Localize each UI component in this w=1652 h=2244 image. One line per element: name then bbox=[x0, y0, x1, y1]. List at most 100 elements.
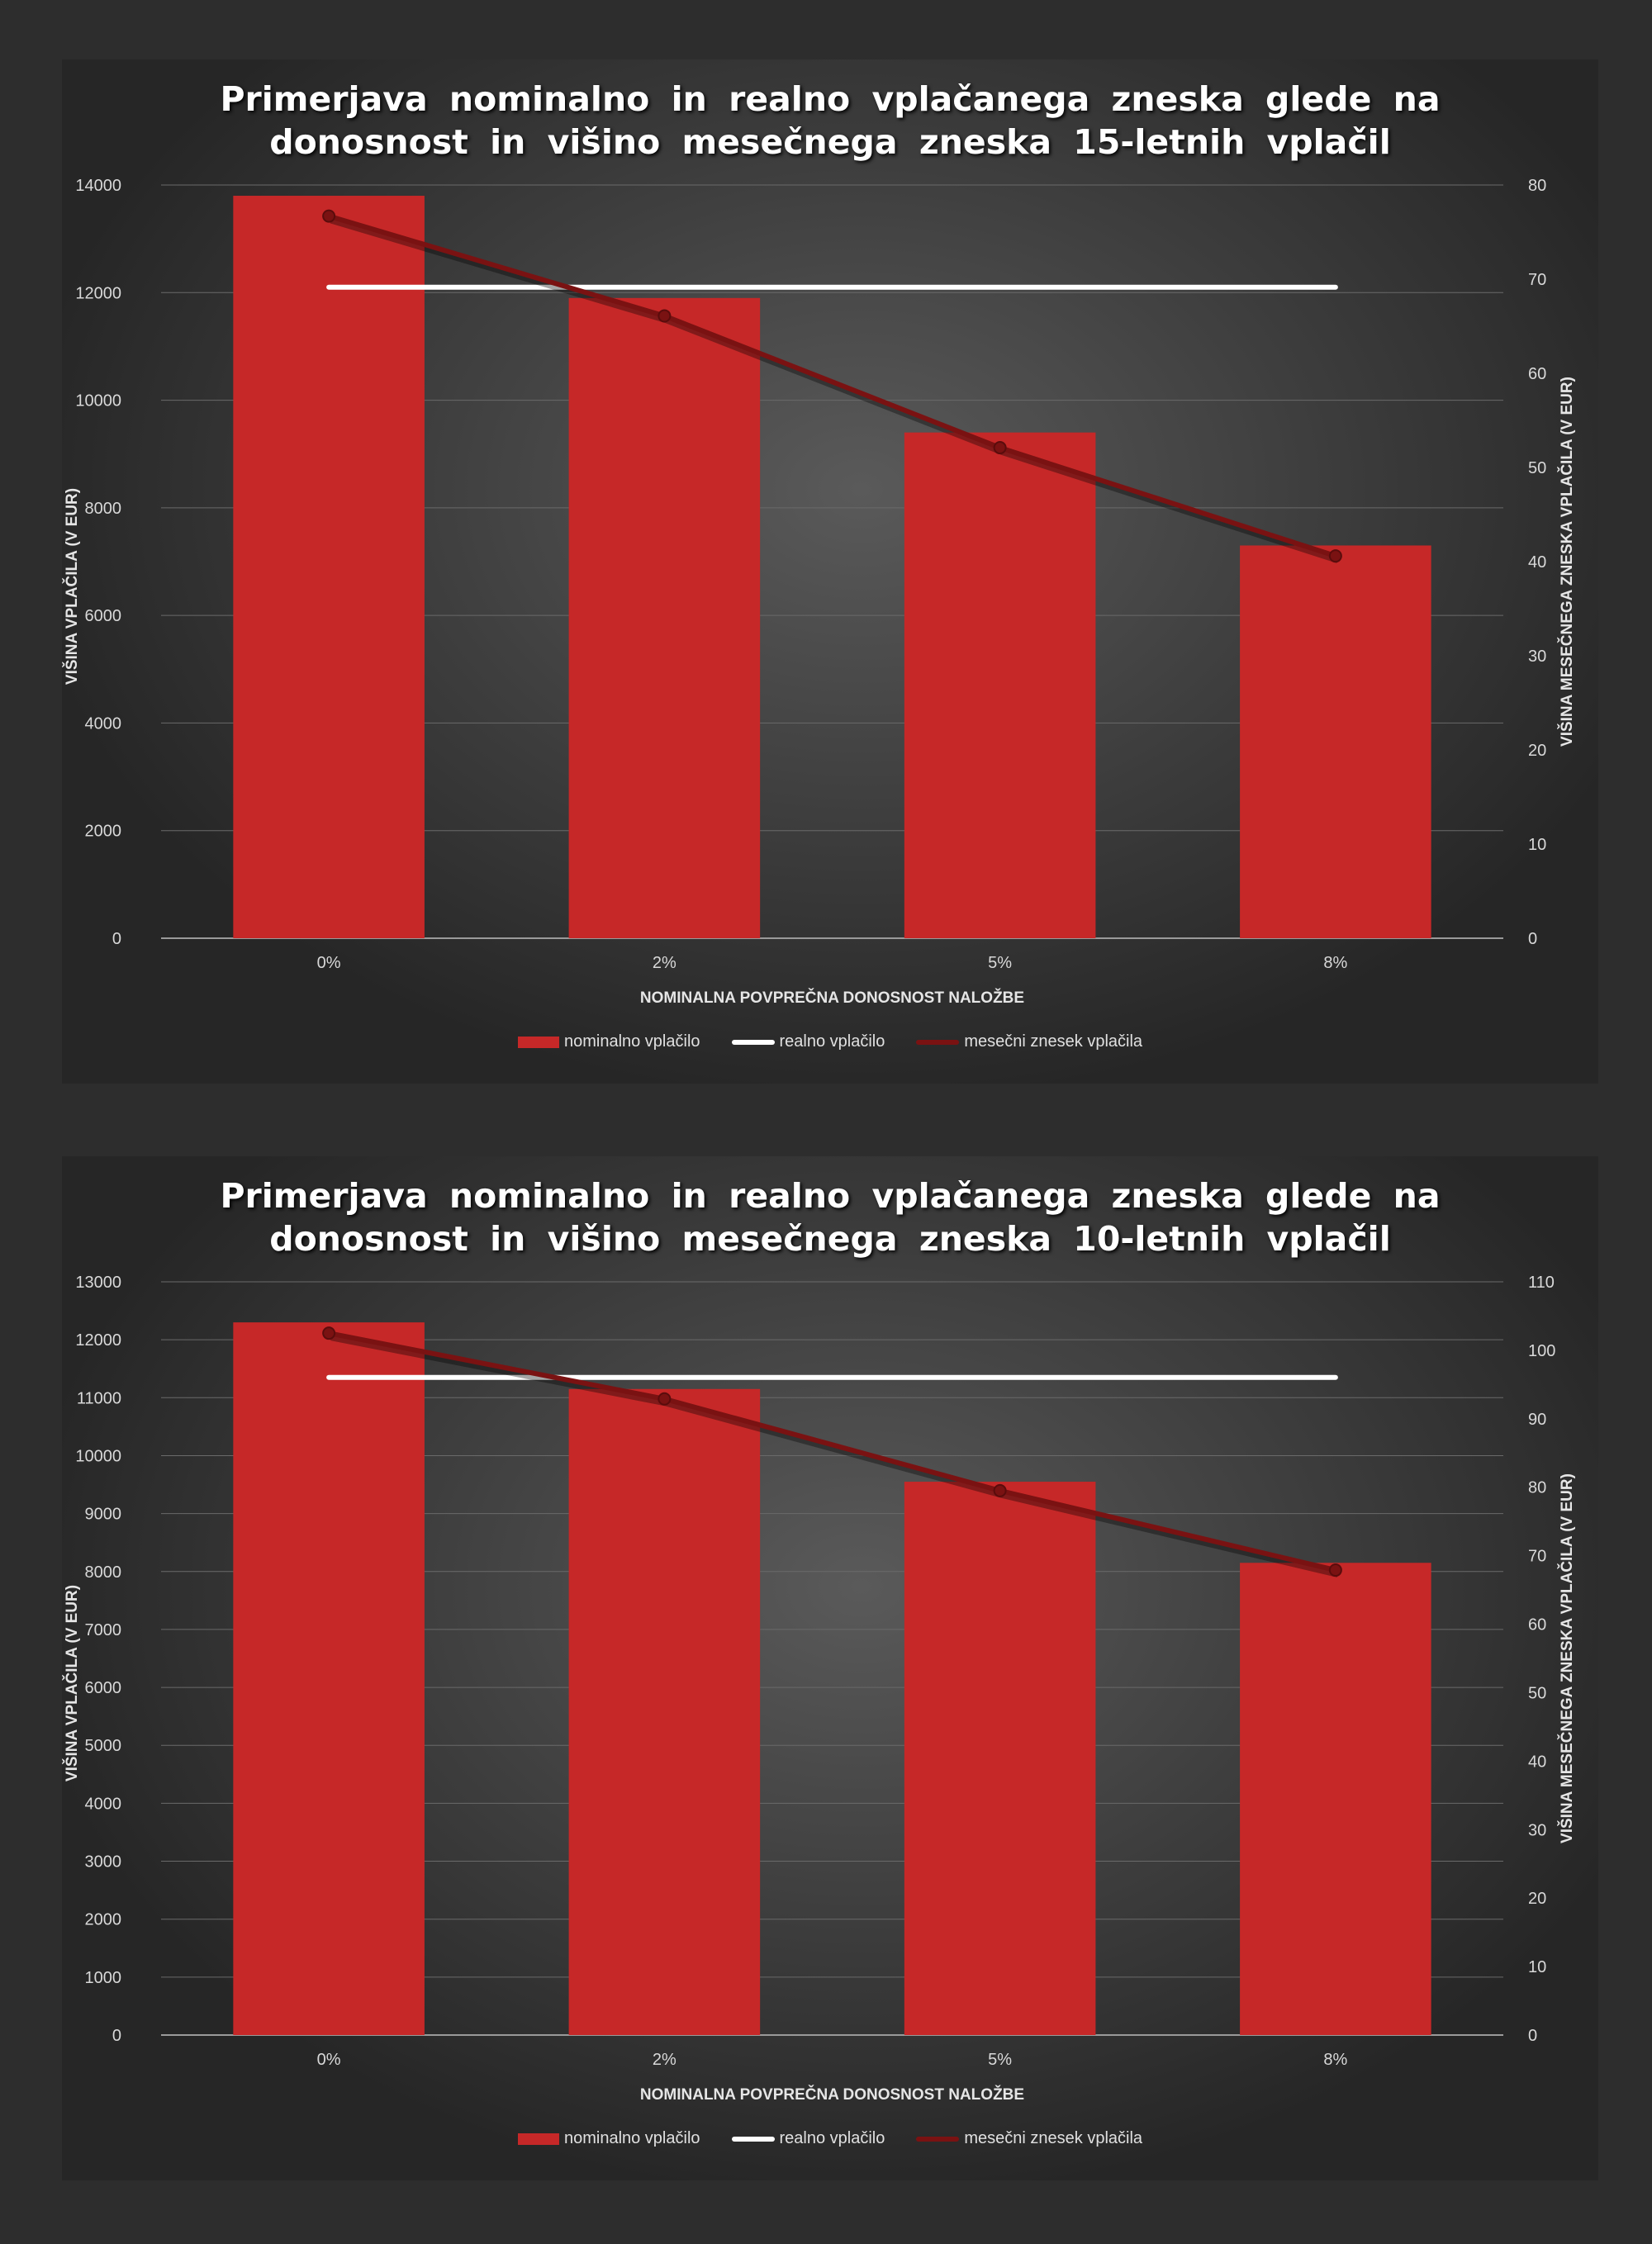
y2-tick-label: 10 bbox=[1528, 836, 1546, 854]
marker-monthly-amount bbox=[657, 1392, 672, 1406]
y-tick-label: 14000 bbox=[75, 177, 121, 195]
legend-swatch-real bbox=[731, 2136, 775, 2142]
chart-title-line-2: donosnost in višino mesečnega zneska 10-… bbox=[269, 1219, 1391, 1259]
chart-title: Primerjava nominalno in realno vplačaneg… bbox=[62, 1174, 1598, 1260]
y-tick-label: 10000 bbox=[75, 1447, 121, 1465]
line-monthly-amount bbox=[328, 1331, 1336, 1573]
x-axis-title: NOMINALNA POVPREČNA DONOSNOST NALOŽBE bbox=[640, 2085, 1024, 2104]
y2-tick-label: 80 bbox=[1528, 1479, 1546, 1497]
y-tick-label: 1000 bbox=[85, 1969, 122, 1987]
bar-nominal bbox=[904, 432, 1096, 938]
bar-nominal bbox=[568, 1388, 761, 2035]
y-tick-label: 13000 bbox=[75, 1274, 121, 1292]
y-tick-label: 4000 bbox=[85, 1795, 122, 1813]
marker-monthly-amount bbox=[322, 209, 336, 223]
legend-item-nominal: nominalno vplačilo bbox=[517, 2129, 700, 2148]
marker-monthly-amount bbox=[322, 1326, 336, 1340]
marker-monthly-amount bbox=[993, 441, 1007, 455]
chart-title-line-2: donosnost in višino mesečnega zneska 15-… bbox=[269, 122, 1391, 162]
chart-title-line-1: Primerjava nominalno in realno vplačaneg… bbox=[220, 79, 1441, 119]
y2-tick-label: 0 bbox=[1528, 930, 1537, 948]
y2-tick-label: 80 bbox=[1528, 177, 1546, 195]
y2-tick-label: 70 bbox=[1528, 1548, 1546, 1566]
marker-monthly-amount bbox=[993, 1483, 1007, 1497]
x-tick-label: 8% bbox=[1323, 954, 1347, 972]
bar-nominal bbox=[568, 297, 761, 938]
y2-tick-label: 0 bbox=[1528, 2027, 1537, 2045]
x-tick-label: 8% bbox=[1323, 2051, 1347, 2069]
legend-item-monthly: mesečni znesek vplačila bbox=[916, 2129, 1142, 2148]
y-tick-label: 7000 bbox=[85, 1621, 122, 1639]
x-tick-label: 0% bbox=[317, 2051, 341, 2069]
y-tick-label: 5000 bbox=[85, 1737, 122, 1755]
legend-item-real: realno vplačilo bbox=[731, 1032, 885, 1051]
legend-item-real: realno vplačilo bbox=[731, 2129, 885, 2148]
y-tick-label: 12000 bbox=[75, 1331, 121, 1350]
y-axis-title: VIŠINA VPLAČILA (V EUR) bbox=[63, 1585, 81, 1781]
bar-nominal bbox=[233, 1322, 425, 2035]
y-tick-label: 10000 bbox=[75, 392, 121, 410]
y-tick-label: 0 bbox=[112, 2027, 121, 2045]
line-shadow bbox=[330, 1332, 1340, 1577]
chart-title: Primerjava nominalno in realno vplačaneg… bbox=[62, 78, 1598, 164]
marker-monthly-amount bbox=[1328, 549, 1342, 563]
y-tick-label: 6000 bbox=[85, 1679, 122, 1697]
y-tick-label: 12000 bbox=[75, 284, 121, 302]
y2-tick-label: 60 bbox=[1528, 365, 1546, 383]
y2-tick-label: 20 bbox=[1528, 742, 1546, 760]
y-tick-label: 2000 bbox=[85, 823, 122, 841]
y2-tick-label: 100 bbox=[1528, 1342, 1555, 1360]
legend-label-real: realno vplačilo bbox=[779, 1032, 885, 1051]
y-tick-label: 0 bbox=[112, 930, 121, 948]
legend-label-monthly: mesečni znesek vplačila bbox=[964, 1032, 1143, 1051]
marker-monthly-amount bbox=[657, 309, 672, 323]
y2-tick-label: 30 bbox=[1528, 1821, 1546, 1839]
chart-panel-10-year: Primerjava nominalno in realno vplačaneg… bbox=[62, 1156, 1598, 2180]
x-axis-title: NOMINALNA POVPREČNA DONOSNOST NALOŽBE bbox=[640, 989, 1024, 1007]
x-tick-label: 5% bbox=[988, 2051, 1012, 2069]
chart-title-line-1: Primerjava nominalno in realno vplačaneg… bbox=[220, 1176, 1441, 1216]
legend-label-nominal: nominalno vplačilo bbox=[563, 2129, 700, 2147]
chart-legend: nominalno vplačilo realno vplačilo meseč… bbox=[62, 1032, 1598, 1051]
y-axis-title: VIŠINA VPLAČILA (V EUR) bbox=[63, 488, 81, 685]
bar-nominal bbox=[1240, 545, 1431, 938]
y2-axis-title: VIŠINA MESEČNEGA ZNESKA VPLAČILA (V EUR) bbox=[1558, 1473, 1576, 1843]
legend-swatch-nominal bbox=[517, 2133, 559, 2145]
y-tick-label: 3000 bbox=[85, 1853, 122, 1872]
x-tick-label: 2% bbox=[653, 954, 676, 972]
y2-tick-label: 20 bbox=[1528, 1890, 1546, 1908]
y2-tick-label: 50 bbox=[1528, 459, 1546, 477]
bar-nominal bbox=[904, 1482, 1096, 2035]
chart-panel-15-year: Primerjava nominalno in realno vplačaneg… bbox=[62, 59, 1598, 1084]
legend-item-monthly: mesečni znesek vplačila bbox=[916, 1032, 1142, 1051]
legend-label-real: realno vplačilo bbox=[779, 2129, 885, 2147]
y-tick-label: 8000 bbox=[85, 1563, 122, 1582]
chart-plot: 0100020003000400050006000700080009000100… bbox=[63, 1274, 1576, 2104]
x-tick-label: 2% bbox=[653, 2051, 676, 2069]
y-tick-label: 9000 bbox=[85, 1506, 122, 1524]
bar-nominal bbox=[233, 196, 425, 938]
y2-tick-label: 10 bbox=[1528, 1958, 1546, 1976]
marker-monthly-amount bbox=[1328, 1563, 1342, 1577]
y2-tick-label: 60 bbox=[1528, 1616, 1546, 1634]
y2-tick-label: 30 bbox=[1528, 648, 1546, 666]
chart-plot: 0 2000 4000 6000 8000 10000 12000 14000 0 10 20 30 4… bbox=[63, 177, 1576, 1007]
legend-swatch-nominal bbox=[517, 1036, 559, 1048]
bar-nominal bbox=[1240, 1563, 1431, 2035]
y2-axis-title: VIŠINA MESEČNEGA ZNESKA VPLAČILA (V EUR) bbox=[1558, 377, 1576, 747]
y-tick-label: 2000 bbox=[85, 1911, 122, 1929]
y-tick-label: 6000 bbox=[85, 607, 122, 625]
y-tick-label: 4000 bbox=[85, 714, 122, 733]
y2-tick-label: 50 bbox=[1528, 1684, 1546, 1702]
legend-label-monthly: mesečni znesek vplačila bbox=[964, 2129, 1143, 2147]
y2-tick-label: 70 bbox=[1528, 271, 1546, 289]
y-tick-label: 11000 bbox=[77, 1389, 121, 1407]
chart-legend: nominalno vplačilo realno vplačilo meseč… bbox=[62, 2129, 1598, 2148]
y-tick-label: 8000 bbox=[85, 500, 122, 518]
y2-tick-label: 90 bbox=[1528, 1411, 1546, 1429]
y2-tick-label: 40 bbox=[1528, 553, 1546, 572]
legend-swatch-monthly bbox=[916, 2136, 960, 2142]
legend-swatch-monthly bbox=[916, 1039, 960, 1045]
x-tick-label: 5% bbox=[988, 954, 1012, 972]
legend-item-nominal: nominalno vplačilo bbox=[517, 1032, 700, 1051]
